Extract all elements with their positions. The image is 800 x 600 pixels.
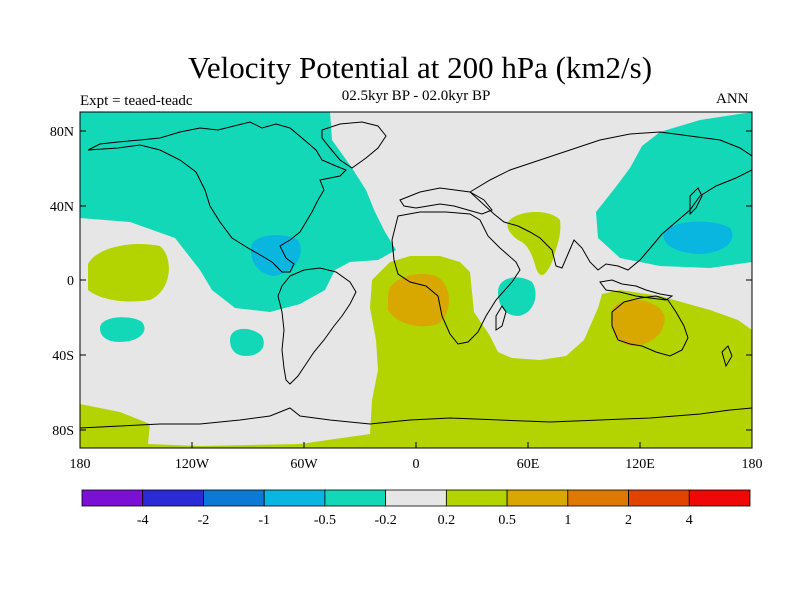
positive-region-east-pacific <box>88 244 169 302</box>
coast-antarctica <box>80 407 752 429</box>
negative-region-north-atlantic <box>80 112 396 312</box>
coastlines <box>80 121 752 429</box>
colorbar-label: 0.5 <box>498 513 516 528</box>
coast-australia <box>611 295 689 357</box>
coast-south-america <box>277 267 357 385</box>
colorbar-swatch <box>81 489 144 507</box>
colorbar-label: 0.2 <box>438 513 456 528</box>
coast-new-zealand <box>721 345 733 368</box>
negative-region-southeast-pacific <box>230 328 264 356</box>
x-tick-label-60w: 60W <box>290 457 318 472</box>
positive-region-southern-hemisphere <box>80 256 752 448</box>
y-tick-label-80n: 80N <box>50 125 74 140</box>
x-tick-label-120w: 120W <box>175 457 210 472</box>
negative-region-west-pacific-core <box>663 221 733 254</box>
negative-region-south-pacific <box>100 317 145 342</box>
x-tick-label-180e: 180 <box>742 457 763 472</box>
y-tick-label-0: 0 <box>67 274 74 289</box>
coast-africa <box>391 211 521 345</box>
coast-europe <box>399 187 493 215</box>
y-tick-label-40s: 40S <box>52 349 74 364</box>
positive-region-africa-core <box>388 274 449 327</box>
colorbar: -4 -2 -1 -0.5 -0.2 0.2 0.5 1 2 4 <box>81 489 751 528</box>
tick-marks <box>79 130 753 448</box>
colorbar-swatch <box>628 489 690 507</box>
x-tick-label-0: 0 <box>413 457 420 472</box>
coast-greenland <box>321 121 387 169</box>
colorbar-swatch <box>567 489 629 507</box>
coast-asia <box>469 131 752 271</box>
x-tick-label-120e: 120E <box>625 457 655 472</box>
colorbar-label: -0.5 <box>314 513 336 528</box>
colorbar-swatch <box>142 489 204 507</box>
map-subtitle: 02.5kyr BP - 02.0kyr BP <box>341 88 491 104</box>
positive-region-australia-core <box>610 299 665 346</box>
coast-maritime-continent <box>599 279 674 301</box>
colorbar-label: 1 <box>564 513 571 528</box>
colorbar-swatch <box>263 489 326 507</box>
coast-madagascar <box>495 305 507 331</box>
colorbar-swatch <box>506 489 569 507</box>
colorbar-label: 2 <box>625 513 632 528</box>
colorbar-swatch <box>688 489 751 507</box>
colorbar-label: -4 <box>137 513 149 528</box>
coast-japan <box>689 187 703 216</box>
colorbar-swatch <box>445 489 508 507</box>
colorbar-label: 4 <box>686 513 693 528</box>
colorbar-swatch <box>385 489 447 507</box>
y-tick-label-80s: 80S <box>52 424 74 439</box>
colorbar-swatch <box>203 489 265 507</box>
x-tick-label-180w: 180 <box>70 457 91 472</box>
y-tick-label-40n: 40N <box>50 200 74 215</box>
coast-north-america <box>87 121 347 273</box>
map-title: Velocity Potential at 200 hPa (km2/s) <box>187 50 653 85</box>
colorbar-label: -1 <box>258 513 270 528</box>
colorbar-label: -0.2 <box>375 513 397 528</box>
colorbar-swatch <box>324 489 387 507</box>
velocity-potential-field <box>80 112 752 448</box>
x-tick-label-60e: 60E <box>517 457 540 472</box>
experiment-label: Expt = teaed-teadc <box>80 93 193 109</box>
colorbar-label: -2 <box>198 513 210 528</box>
negative-region-caribbean-core <box>250 235 301 276</box>
season-label: ANN <box>716 91 749 107</box>
